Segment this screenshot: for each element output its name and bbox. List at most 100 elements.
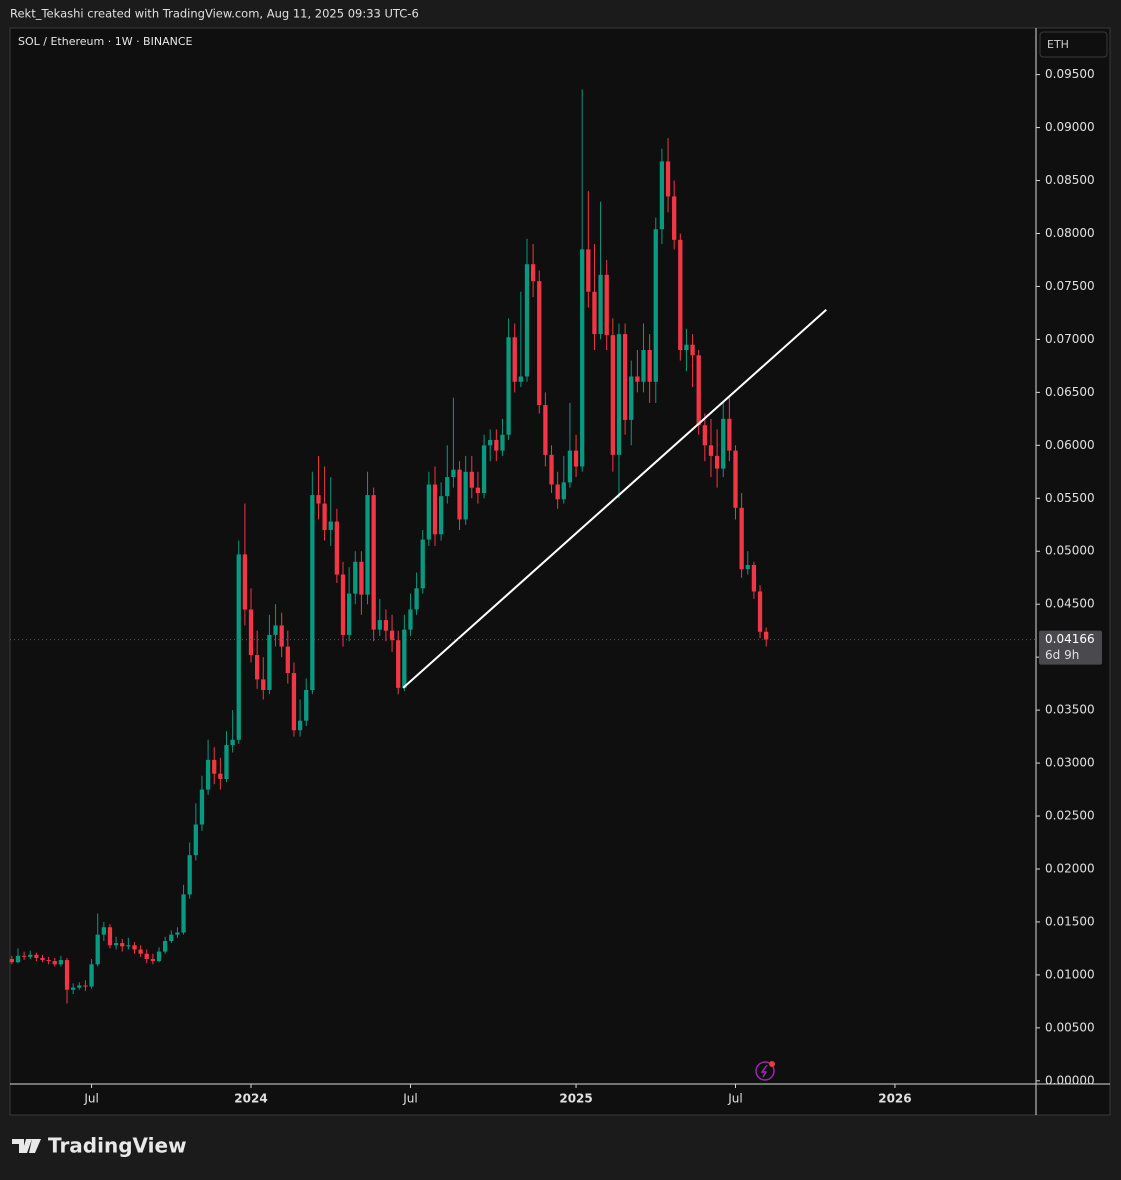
candle-body — [739, 507, 744, 570]
candle-body — [83, 985, 88, 987]
last-price-label: 0.04166 — [1045, 632, 1095, 646]
candle-body — [95, 934, 100, 965]
candle-body — [457, 469, 462, 520]
candle-body — [169, 934, 174, 942]
alert-icon[interactable] — [755, 1061, 775, 1081]
candle-body — [58, 960, 64, 965]
candle-body — [71, 987, 76, 990]
candle-body — [635, 376, 640, 382]
y-tick-label: 0.03000 — [1045, 756, 1095, 770]
y-tick-label: 0.01500 — [1045, 914, 1095, 928]
candle-body — [236, 554, 241, 740]
last-price-box — [1039, 630, 1102, 665]
candle-body — [52, 961, 57, 965]
candle-body — [353, 561, 358, 594]
logo-mark — [12, 1139, 41, 1153]
candle-body — [156, 951, 162, 962]
candle-body — [261, 679, 266, 690]
candle-body — [573, 450, 579, 467]
y-tick-label: 0.07500 — [1045, 279, 1095, 293]
currency-label[interactable]: ETH — [1047, 38, 1069, 51]
candle-body — [438, 496, 444, 535]
candle-body — [451, 469, 456, 478]
candle-body — [745, 565, 750, 570]
candle-body — [187, 855, 192, 895]
candle-body — [530, 264, 536, 282]
alert-circle[interactable] — [755, 1061, 775, 1081]
y-tick-label: 0.02000 — [1045, 861, 1095, 875]
candle-body — [120, 943, 125, 947]
candle-body — [107, 927, 113, 946]
footer-brand: TradingView — [48, 1134, 187, 1158]
candle-body — [641, 349, 646, 382]
candle-body — [549, 454, 554, 485]
y-tick-label: 0.05000 — [1045, 544, 1095, 558]
candle-body — [696, 355, 701, 426]
y-tick-label: 0.05500 — [1045, 491, 1095, 505]
y-tick-label: 0.07000 — [1045, 332, 1095, 346]
x-tick-label: Jul — [83, 1092, 98, 1106]
candle-body — [659, 161, 665, 230]
candle-body — [181, 894, 186, 933]
candle-body — [543, 405, 548, 455]
candle-body — [138, 949, 143, 954]
candle-body — [371, 495, 376, 630]
candle-body — [708, 445, 714, 456]
symbol-title: SOL / Ethereum · 1W · BINANCE — [18, 35, 193, 48]
candle-body — [524, 264, 530, 377]
candle-body — [163, 941, 168, 952]
x-tick-label: 2024 — [234, 1092, 267, 1106]
alert-bolt — [760, 1064, 768, 1078]
header-text: Rekt_Tekashi created with TradingView.co… — [10, 7, 419, 21]
candle-body — [359, 561, 364, 595]
candle-body — [475, 487, 481, 493]
candle-body — [40, 957, 45, 961]
candle-body — [420, 539, 425, 589]
candle-body — [586, 249, 591, 292]
candle-body — [733, 450, 738, 508]
x-tick-label: Jul — [402, 1092, 417, 1106]
trend-line — [402, 308, 827, 689]
y-tick-label: 0.04500 — [1045, 597, 1095, 611]
candle-body — [757, 591, 763, 632]
currency-box[interactable] — [1039, 31, 1108, 58]
candle-body — [113, 943, 119, 946]
candle-body — [199, 789, 205, 825]
candle-body — [408, 609, 413, 630]
candle-body — [316, 495, 321, 504]
candle-body — [377, 620, 382, 630]
candle-body — [604, 274, 609, 336]
candle-body — [126, 945, 131, 947]
candle-body — [15, 955, 21, 963]
x-tick-label: 2026 — [878, 1092, 911, 1106]
candle-body — [273, 625, 278, 635]
candle-body — [255, 655, 260, 680]
candle-body — [64, 960, 70, 990]
candle-body — [279, 625, 284, 647]
candle-body — [242, 554, 248, 610]
candle-body — [488, 440, 493, 446]
candle-body — [402, 629, 407, 688]
candle-body — [481, 445, 487, 493]
candle-body — [267, 634, 272, 690]
candle-body — [218, 773, 223, 779]
candle-body — [653, 229, 658, 382]
candle-body — [365, 495, 370, 595]
y-tick-label: 0.03500 — [1045, 703, 1095, 717]
candle-body — [684, 344, 689, 350]
y-tick-label: 0.08500 — [1045, 173, 1095, 187]
candle-body — [346, 593, 352, 635]
countdown-label: 6d 9h — [1045, 648, 1079, 662]
x-tick-label: Jul — [727, 1092, 742, 1106]
candle-body — [555, 484, 560, 500]
y-tick-label: 0.01000 — [1045, 967, 1095, 981]
candle-body — [310, 495, 315, 690]
candle-body — [714, 455, 720, 469]
candle-body — [328, 521, 333, 531]
candle-body — [629, 376, 634, 420]
candle-body — [665, 161, 671, 197]
candle-body — [414, 588, 419, 610]
candle-body — [445, 477, 450, 497]
candle-body — [690, 344, 695, 356]
